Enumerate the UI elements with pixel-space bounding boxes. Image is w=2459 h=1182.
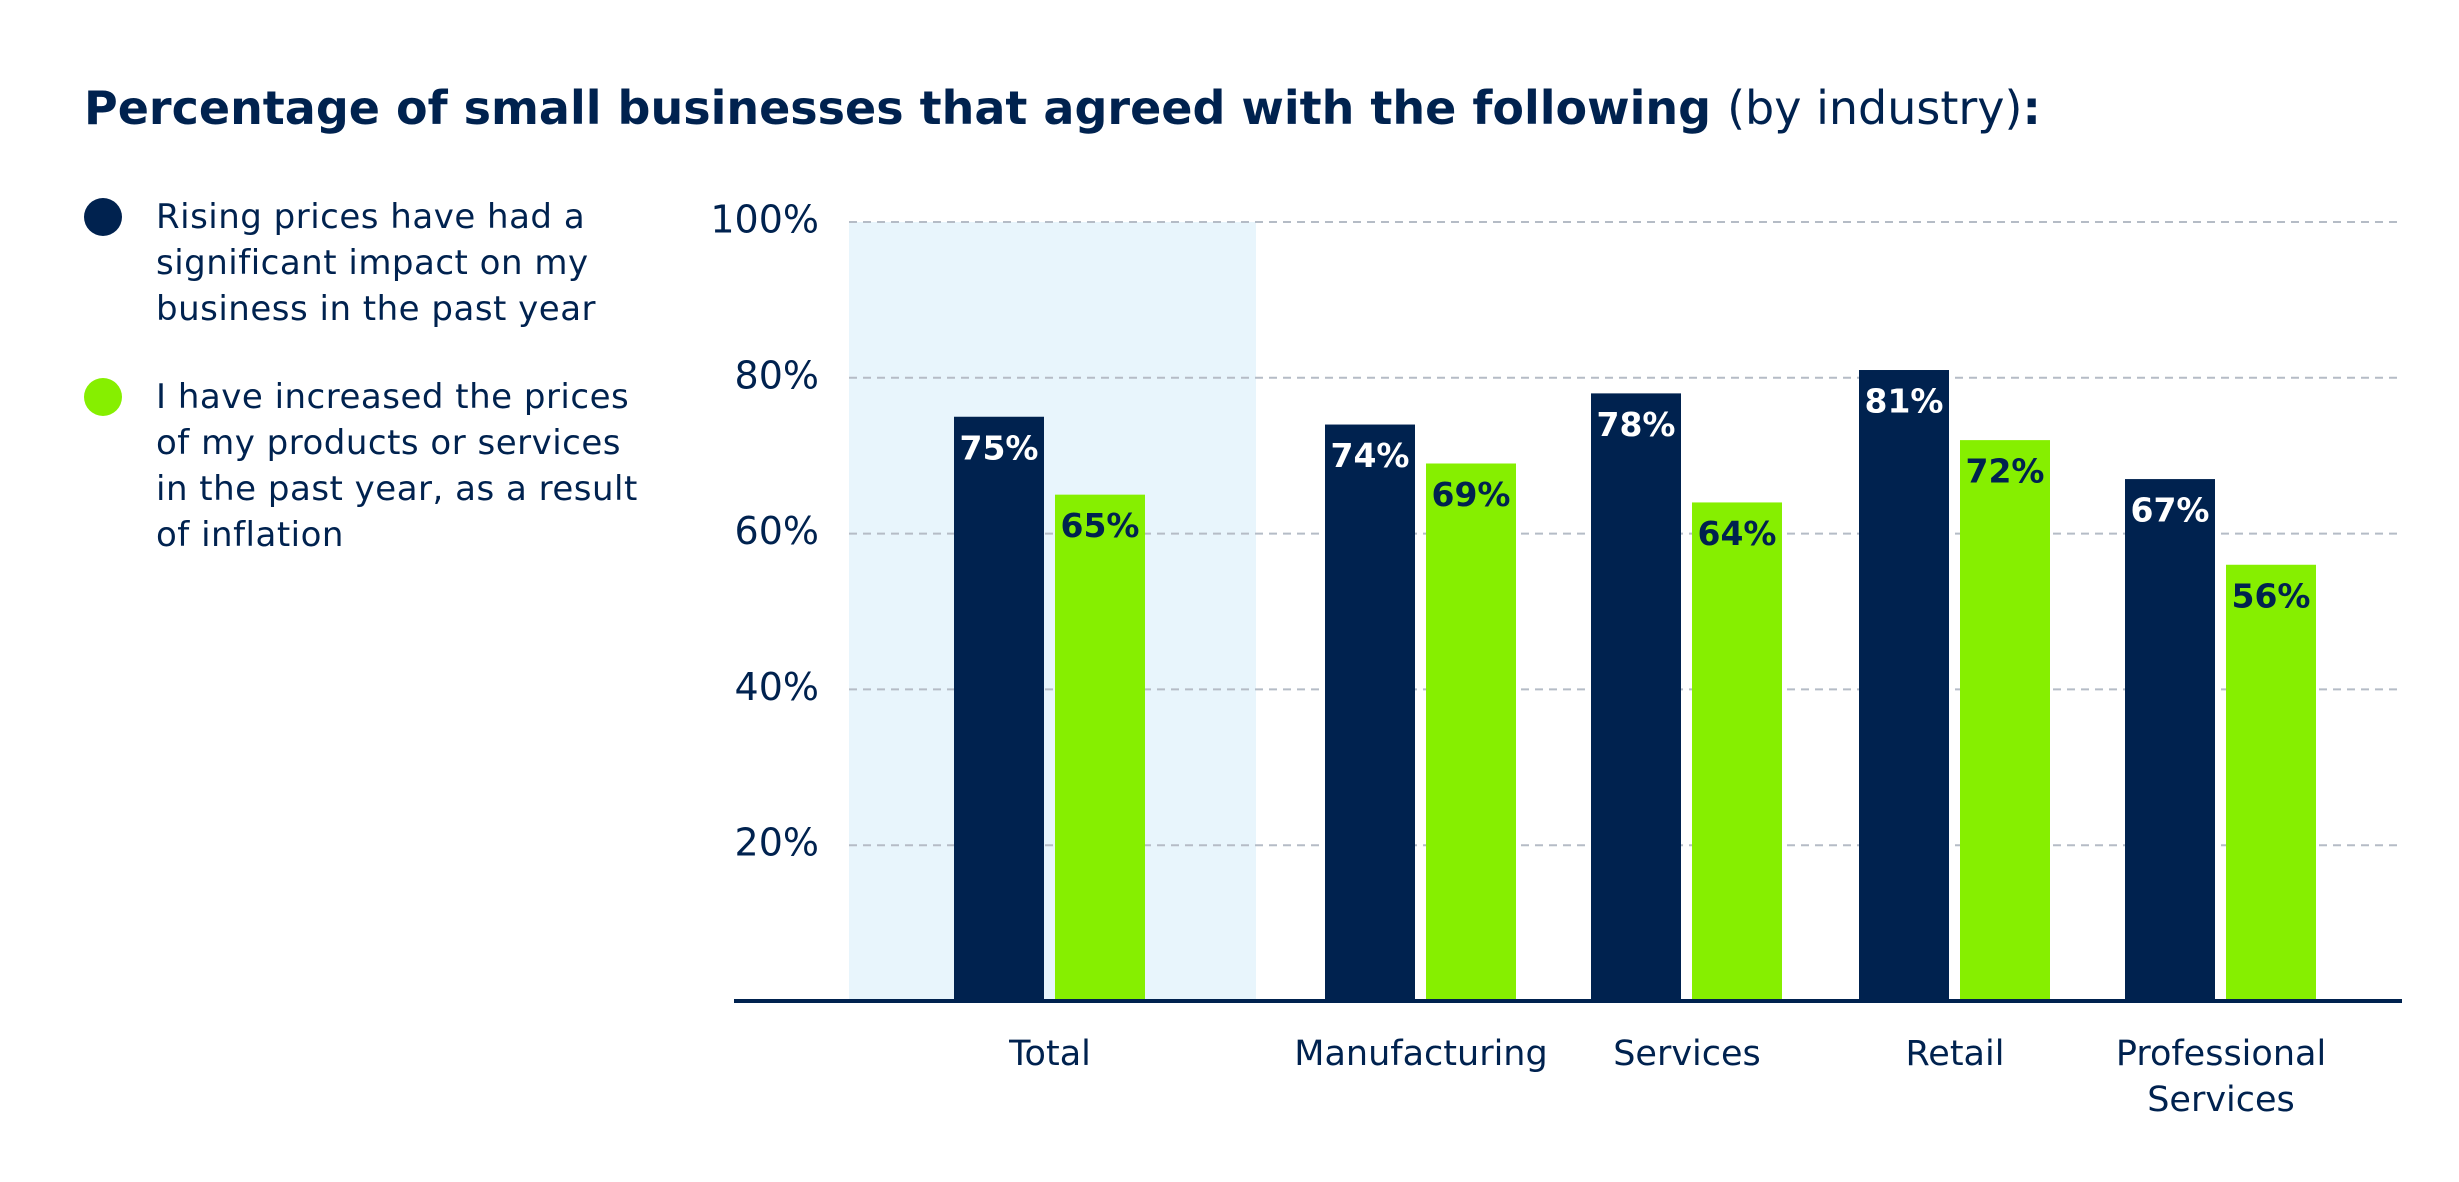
value-label: 78% bbox=[1597, 405, 1676, 444]
legend: Rising prices have had a significant imp… bbox=[84, 194, 644, 600]
value-label: 65% bbox=[1061, 506, 1140, 545]
value-label: 72% bbox=[1966, 452, 2045, 491]
bar bbox=[1960, 440, 2050, 1001]
title-note: (by industry) bbox=[1727, 81, 2022, 135]
x-tick-label: Professional Services bbox=[2116, 1034, 2326, 1120]
value-label: 74% bbox=[1331, 436, 1410, 475]
bar bbox=[1591, 393, 1681, 1001]
bar bbox=[1325, 424, 1415, 1001]
bar bbox=[2226, 564, 2316, 1001]
y-tick-label: 60% bbox=[735, 509, 819, 553]
bar bbox=[2125, 479, 2215, 1001]
highlight-band bbox=[849, 222, 1256, 1001]
x-tick-label: Manufacturing bbox=[1294, 1034, 1547, 1074]
chart-title: Percentage of small businesses that agre… bbox=[84, 81, 2041, 135]
x-tick-label-line: Services bbox=[2147, 1080, 2295, 1120]
y-tick-label: 80% bbox=[735, 353, 819, 397]
value-label: 64% bbox=[1698, 514, 1777, 553]
value-label: 56% bbox=[2232, 576, 2311, 615]
y-tick-label: 20% bbox=[735, 821, 819, 865]
bar bbox=[1426, 463, 1516, 1001]
title-colon: : bbox=[2022, 81, 2040, 135]
x-tick-label: Services bbox=[1613, 1034, 1761, 1074]
value-label: 69% bbox=[1432, 475, 1511, 514]
y-tick-label: 100% bbox=[710, 198, 819, 242]
x-tick-label-line: Professional bbox=[2116, 1034, 2326, 1074]
bar bbox=[1055, 494, 1145, 1001]
legend-label: Rising prices have had a significant imp… bbox=[156, 197, 597, 329]
x-tick-label: Retail bbox=[1906, 1034, 2005, 1074]
value-label: 67% bbox=[2131, 491, 2210, 530]
legend-marker bbox=[84, 198, 122, 236]
bar bbox=[1692, 502, 1782, 1001]
value-label: 75% bbox=[960, 428, 1039, 467]
legend-item: Rising prices have had a significant imp… bbox=[84, 194, 644, 332]
legend-item: I have increased the prices of my produc… bbox=[84, 374, 644, 558]
legend-marker bbox=[84, 378, 122, 416]
value-label: 81% bbox=[1865, 382, 1944, 421]
title-main: Percentage of small businesses that agre… bbox=[84, 81, 1727, 135]
legend-label: I have increased the prices of my produc… bbox=[156, 377, 638, 555]
bar bbox=[954, 416, 1044, 1001]
y-tick-label: 40% bbox=[735, 665, 819, 709]
x-tick-label: Total bbox=[1008, 1034, 1091, 1074]
bar bbox=[1859, 370, 1949, 1001]
